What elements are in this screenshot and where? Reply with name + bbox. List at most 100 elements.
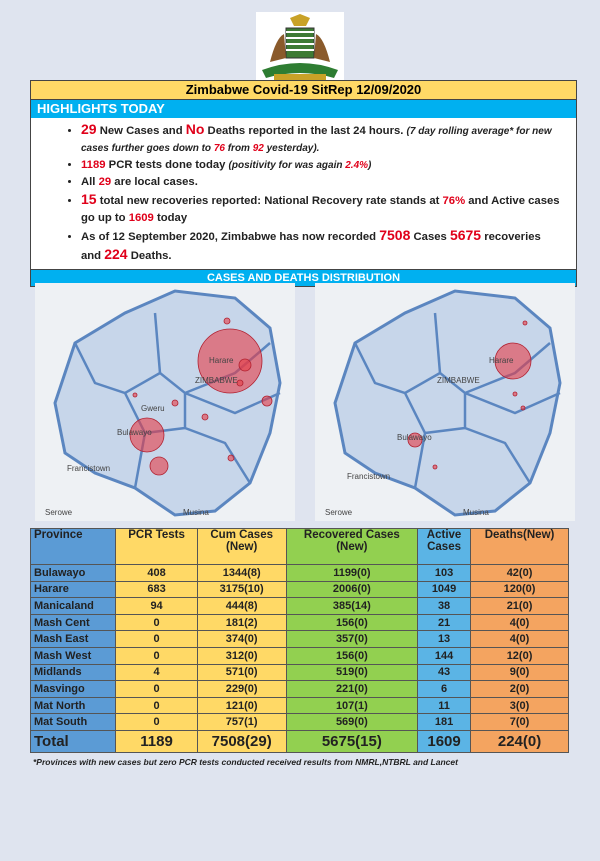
province-borders [353,312,561,489]
highlight-item: 1189 PCR tests done today (positivity fo… [81,157,562,174]
highlight-item: 29 New Cases and No Deaths reported in t… [81,121,562,157]
highlight-run: 7508 [379,227,411,243]
table-cell: 385(14) [285,597,419,615]
total-cell: 1189 [115,729,198,753]
header-cell: PCR Tests [115,528,198,565]
footnote: *Provinces with new cases but zero PCR t… [33,757,458,767]
total-cell: Total [29,729,117,753]
table-cell: 103 [417,564,472,582]
table-cell: 21(0) [470,597,569,615]
map-bubble [236,379,244,387]
table-cell: 4 [115,663,198,682]
table-row: Masvingo 0 229(0) 221(0) 6 2(0) [29,680,569,698]
table-cell: 13 [417,630,472,648]
province-table: Province PCR Tests Cum Cases (New) Recovered… [29,528,569,753]
table-cell: 94 [115,597,198,615]
map-bubble [512,391,518,397]
header-cell: Cum Cases (New) [196,528,287,565]
table-cell: Manicaland [29,597,117,615]
table-cell: 571(0) [196,663,287,682]
table-cell: 444(8) [196,597,287,615]
table-cell: 374(0) [196,630,287,648]
table-cell: 2006(0) [285,580,419,599]
header-cell: Active Cases [417,528,472,565]
total-cell: 5675(15) [285,729,419,753]
map-label: Gweru [141,404,165,413]
map-bubble [223,317,231,325]
total-row: Total 1189 7508(29) 5675(15) 1609 224(0) [29,729,569,753]
table-cell: 156(0) [285,613,419,632]
highlight-run: All [81,176,99,188]
highlight-run: ) [368,160,372,171]
total-cell: 1609 [417,729,472,753]
table-cell: 144 [417,646,472,665]
table-cell: Masvingo [29,680,117,698]
table-cell: 120(0) [470,580,569,599]
table-cell: 156(0) [285,646,419,665]
province-borders [73,312,281,489]
header-text: Recovered Cases [303,529,400,541]
highlight-run: As of 12 September 2020, Zimbabwe has no… [81,231,380,243]
highlight-run: New Cases and [96,125,186,137]
table-row: Bulawayo 408 1344(8) 1199(0) 103 42(0) [29,564,569,582]
table-row: Mash East 0 374(0) 357(0) 13 4(0) [29,630,569,648]
table-cell: 4(0) [470,630,569,648]
table-cell: 1199(0) [285,564,419,582]
highlight-run: (7 day rolling average* for new cases fu… [81,126,552,154]
map-bubble [261,395,273,407]
table-cell: 6 [417,680,472,698]
header-text: (New) [226,541,258,553]
title: Zimbabwe Covid-19 SitRep 12/09/2020 [31,81,576,100]
total-cell: 7508(29) [196,729,287,753]
header-cell: Province [29,528,117,565]
highlight-run: recoveries and [81,231,541,262]
highlight-run: 92 [252,143,264,154]
highlight-run: 1189 [81,159,106,171]
highlight-run: and Active cases go up to [81,195,560,224]
summary-box: Zimbabwe Covid-19 SitRep 12/09/2020 HIGH… [30,80,577,287]
table-cell: Mash West [29,646,117,665]
table-cell: 21 [417,613,472,632]
highlight-run: Deaths. [127,250,172,262]
table-cell: 12(0) [470,646,569,665]
highlight-run: PCR tests done today [105,159,229,171]
cases-map: Harare ZIMBABWE Gweru Bulawayo Francistown Se… [35,283,295,521]
map-label: Musina [183,508,209,517]
map-bubble [432,464,438,470]
table-cell: 181(2) [196,613,287,632]
highlight-run: 15 [81,191,97,207]
map-bubble [197,328,263,394]
total-cell: 224(0) [470,729,569,753]
header-cell: Recovered Cases (New) [285,528,419,565]
table-cell: Bulawayo [29,564,117,582]
table-cell: 221(0) [285,680,419,698]
table-cell: 3(0) [470,696,569,715]
highlight-run: today [153,212,188,224]
table-cell: 181 [417,713,472,731]
highlight-run: 29 [81,121,97,137]
table-cell: 0 [115,613,198,632]
highlight-run: Deaths reported in the last 24 hours. [204,125,407,137]
map-label: ZIMBABWE [437,376,480,385]
map-bubble [171,399,179,407]
table-cell: 11 [417,696,472,715]
table-cell: 408 [115,564,198,582]
table-cell: Mat North [29,696,117,715]
table-cell: 312(0) [196,646,287,665]
table-header-row: Province PCR Tests Cum Cases (New) Recovered… [29,528,569,565]
table-cell: 3175(10) [196,580,287,599]
highlight-run: 2.4% [345,160,369,171]
map-bubble [520,405,526,411]
map-label: ZIMBABWE [195,376,238,385]
table-cell: 4(0) [470,613,569,632]
map-bubble [522,320,528,326]
map-label: Francistown [67,464,110,473]
header-text: Province [34,529,83,541]
table-cell: 0 [115,646,198,665]
table-cell: Mash East [29,630,117,648]
highlight-item: As of 12 September 2020, Zimbabwe has no… [81,227,562,265]
header-text: Cases [427,541,461,553]
table-cell: 42(0) [470,564,569,582]
map-label: Bulawayo [397,433,432,442]
